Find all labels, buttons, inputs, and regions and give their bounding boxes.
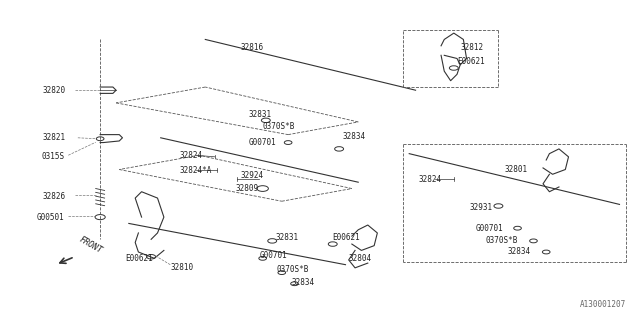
- Text: 32809: 32809: [236, 184, 259, 193]
- Text: 32810: 32810: [170, 263, 193, 272]
- Text: 0370S*B: 0370S*B: [262, 122, 295, 131]
- Text: 32831: 32831: [248, 109, 272, 118]
- Text: 32834: 32834: [508, 247, 531, 257]
- Text: 0370S*B: 0370S*B: [276, 265, 309, 274]
- Circle shape: [259, 256, 266, 260]
- Text: 32820: 32820: [43, 86, 66, 95]
- Text: 32824: 32824: [419, 174, 442, 184]
- Text: 32834: 32834: [291, 278, 314, 287]
- Circle shape: [291, 282, 298, 286]
- Text: 32834: 32834: [342, 132, 365, 141]
- Circle shape: [257, 186, 268, 191]
- Circle shape: [335, 147, 344, 151]
- Circle shape: [449, 66, 458, 70]
- Circle shape: [328, 242, 337, 246]
- Text: 32801: 32801: [505, 165, 528, 174]
- Text: FRONT: FRONT: [78, 235, 104, 255]
- Text: G00501: G00501: [36, 212, 64, 222]
- Text: E00621: E00621: [125, 254, 154, 263]
- Circle shape: [268, 239, 276, 243]
- Text: A130001207: A130001207: [580, 300, 626, 309]
- Circle shape: [147, 254, 156, 259]
- Circle shape: [261, 118, 270, 123]
- Text: 32812: 32812: [460, 43, 483, 52]
- Text: 32931: 32931: [470, 203, 493, 212]
- Text: 0370S*B: 0370S*B: [486, 236, 518, 245]
- Text: 32821: 32821: [43, 133, 66, 142]
- Text: 0315S: 0315S: [42, 152, 65, 161]
- Circle shape: [284, 141, 292, 144]
- Text: 32826: 32826: [43, 192, 66, 201]
- Text: 32824*A: 32824*A: [180, 166, 212, 175]
- Text: 32924: 32924: [241, 172, 264, 180]
- Text: 32831: 32831: [275, 233, 298, 242]
- Text: 32804: 32804: [349, 254, 372, 263]
- Circle shape: [278, 271, 285, 275]
- Text: E00621: E00621: [333, 233, 360, 242]
- Text: G00701: G00701: [248, 138, 276, 147]
- Circle shape: [542, 250, 550, 254]
- Circle shape: [97, 137, 104, 141]
- Circle shape: [494, 204, 503, 208]
- Circle shape: [530, 239, 538, 243]
- Text: G00701: G00701: [259, 251, 287, 260]
- Text: 32824: 32824: [180, 151, 203, 160]
- Circle shape: [514, 226, 522, 230]
- Circle shape: [95, 215, 105, 220]
- Text: 32816: 32816: [241, 43, 264, 52]
- Text: G00701: G00701: [476, 224, 504, 233]
- Text: E00621: E00621: [457, 57, 484, 66]
